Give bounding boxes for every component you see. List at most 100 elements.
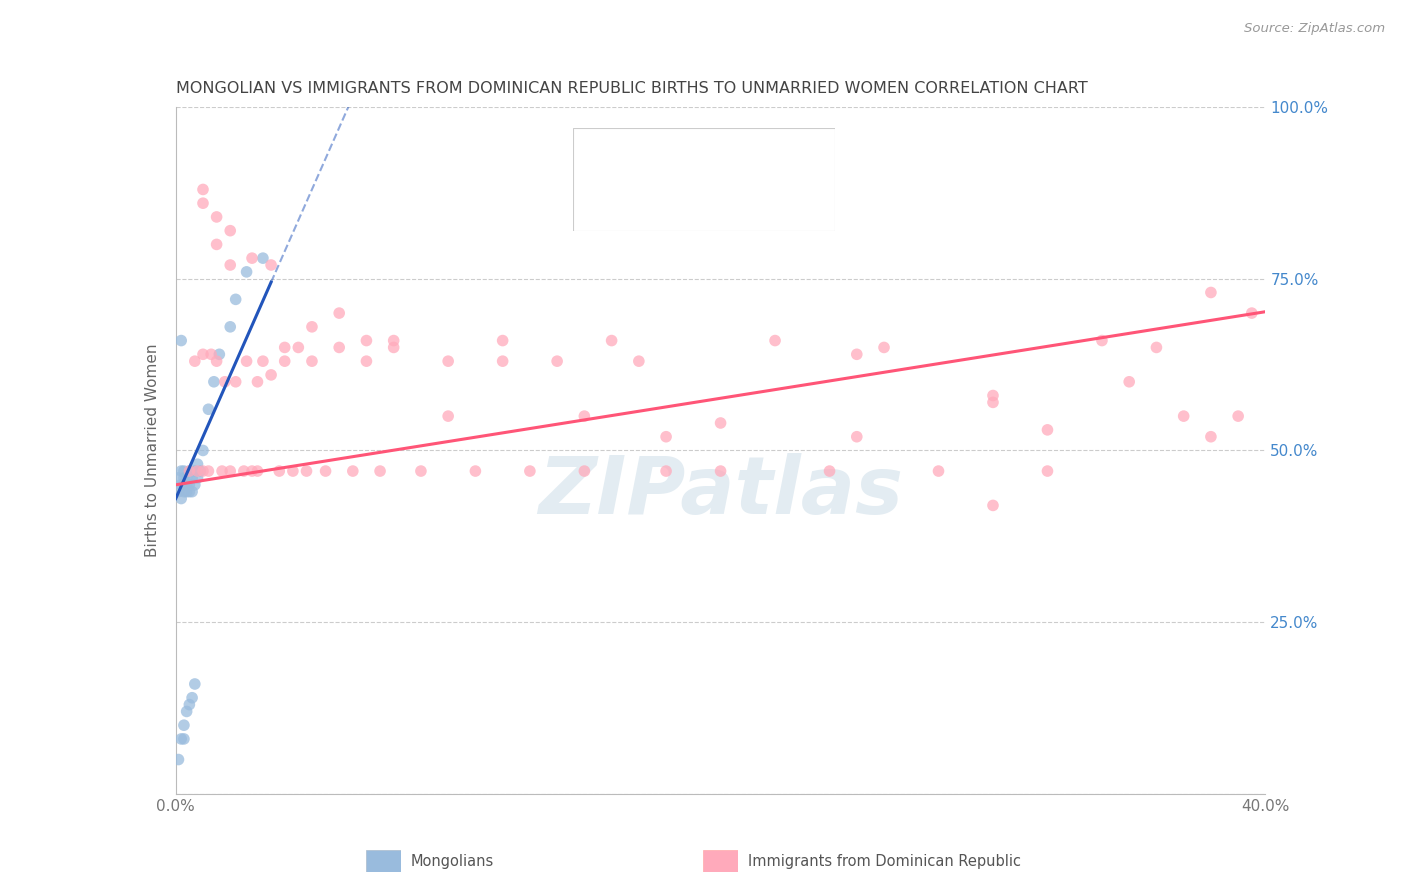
- Point: [295, 464, 318, 478]
- Point: [173, 464, 195, 478]
- Point: [252, 354, 274, 368]
- Point: [246, 375, 269, 389]
- Point: [437, 409, 460, 423]
- Point: [170, 731, 193, 746]
- Point: [409, 464, 432, 478]
- Point: [981, 499, 1004, 513]
- Point: [287, 340, 309, 354]
- Point: [173, 478, 195, 492]
- Point: [202, 375, 225, 389]
- Point: [382, 340, 405, 354]
- Point: [186, 471, 209, 485]
- Point: [205, 354, 228, 368]
- Point: [356, 334, 378, 348]
- Point: [170, 334, 193, 348]
- Point: [1036, 423, 1059, 437]
- Point: [179, 484, 201, 499]
- Point: [205, 210, 228, 224]
- Point: [184, 354, 207, 368]
- Point: [845, 347, 868, 361]
- Point: [382, 334, 405, 348]
- Point: [655, 464, 678, 478]
- Point: [219, 319, 242, 334]
- Point: [176, 484, 198, 499]
- Point: [173, 718, 195, 732]
- Point: [274, 354, 297, 368]
- Text: Immigrants from Dominican Republic: Immigrants from Dominican Republic: [748, 855, 1021, 869]
- Point: [191, 464, 214, 478]
- Point: [981, 395, 1004, 409]
- Point: [356, 354, 378, 368]
- Point: [301, 319, 323, 334]
- Y-axis label: Births to Unmarried Women: Births to Unmarried Women: [145, 343, 160, 558]
- Point: [1199, 430, 1222, 444]
- Point: [315, 464, 337, 478]
- Point: [260, 258, 283, 272]
- Point: [235, 354, 257, 368]
- Point: [184, 478, 207, 492]
- Point: [1173, 409, 1195, 423]
- Point: [519, 464, 541, 478]
- Point: [176, 478, 198, 492]
- Point: [208, 347, 231, 361]
- Point: [574, 464, 596, 478]
- Point: [179, 698, 201, 712]
- Point: [179, 478, 201, 492]
- Point: [181, 484, 204, 499]
- Point: [281, 464, 304, 478]
- Point: [981, 388, 1004, 402]
- Point: [600, 334, 623, 348]
- Point: [763, 334, 786, 348]
- Point: [368, 464, 391, 478]
- Point: [170, 491, 193, 506]
- Point: [1199, 285, 1222, 300]
- Point: [818, 464, 841, 478]
- Point: [188, 464, 211, 478]
- Point: [252, 251, 274, 265]
- Point: [197, 464, 219, 478]
- Point: [211, 464, 233, 478]
- Point: [205, 237, 228, 252]
- Text: Mongolians: Mongolians: [411, 855, 494, 869]
- Point: [235, 265, 257, 279]
- Point: [214, 375, 236, 389]
- Point: [179, 464, 201, 478]
- Point: [274, 340, 297, 354]
- Point: [574, 409, 596, 423]
- Point: [246, 464, 269, 478]
- Point: [173, 471, 195, 485]
- Point: [200, 347, 222, 361]
- Point: [219, 464, 242, 478]
- Point: [173, 484, 195, 499]
- Point: [710, 416, 733, 430]
- Point: [181, 471, 204, 485]
- Point: [191, 443, 214, 458]
- Point: [260, 368, 283, 382]
- Point: [873, 340, 896, 354]
- Point: [167, 484, 190, 499]
- Point: [225, 375, 247, 389]
- Text: ZIPatlas: ZIPatlas: [538, 452, 903, 531]
- Point: [181, 690, 204, 705]
- Point: [1227, 409, 1250, 423]
- Point: [225, 293, 247, 307]
- Point: [1144, 340, 1167, 354]
- Text: Source: ZipAtlas.com: Source: ZipAtlas.com: [1244, 22, 1385, 36]
- Point: [269, 464, 291, 478]
- Text: MONGOLIAN VS IMMIGRANTS FROM DOMINICAN REPUBLIC BIRTHS TO UNMARRIED WOMEN CORREL: MONGOLIAN VS IMMIGRANTS FROM DOMINICAN R…: [176, 81, 1087, 96]
- Point: [437, 354, 460, 368]
- Point: [186, 464, 209, 478]
- Point: [627, 354, 650, 368]
- Point: [546, 354, 568, 368]
- Point: [173, 731, 195, 746]
- Point: [184, 677, 207, 691]
- Point: [191, 347, 214, 361]
- Point: [167, 471, 190, 485]
- Point: [1036, 464, 1059, 478]
- Point: [184, 464, 207, 478]
- Point: [240, 251, 263, 265]
- Point: [186, 457, 209, 471]
- Point: [464, 464, 486, 478]
- Point: [845, 430, 868, 444]
- Point: [167, 753, 190, 767]
